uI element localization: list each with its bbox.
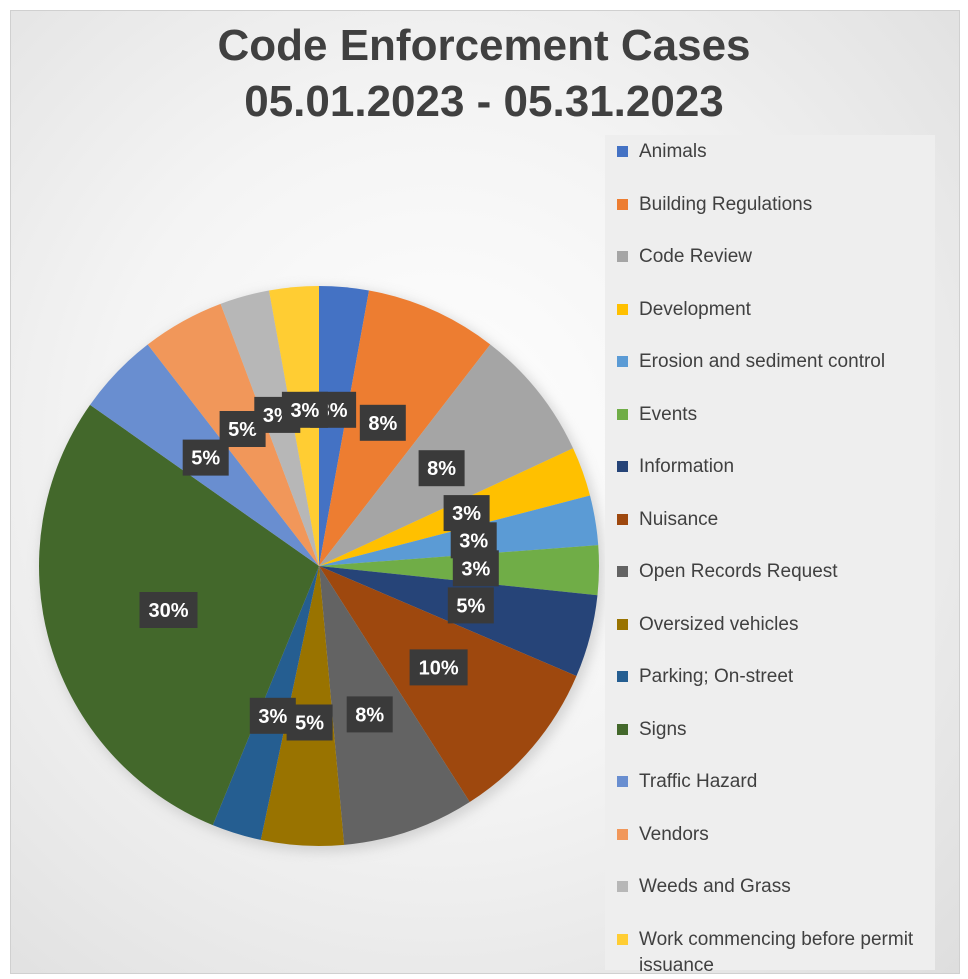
data-label-box bbox=[346, 696, 393, 733]
legend-label: Code Review bbox=[639, 246, 752, 267]
legend-label: Nuisance bbox=[639, 508, 719, 530]
data-label-box bbox=[409, 649, 468, 686]
data-label: 3% bbox=[249, 697, 296, 734]
data-label: 8% bbox=[359, 404, 406, 441]
data-label: 30% bbox=[139, 592, 198, 628]
pie-slice-open-records-request bbox=[319, 566, 470, 845]
legend-label: Work commencing before permit issuance bbox=[639, 928, 914, 976]
legend-swatch bbox=[617, 723, 628, 735]
data-label-text: 8% bbox=[427, 458, 456, 480]
legend-swatch bbox=[617, 356, 628, 367]
data-label: 3% bbox=[281, 391, 328, 428]
legend-swatch bbox=[617, 146, 628, 157]
data-label-text: 3% bbox=[461, 558, 490, 580]
data-label: 8% bbox=[346, 696, 393, 733]
legend-swatch bbox=[617, 828, 628, 840]
data-label-box bbox=[447, 587, 494, 624]
data-label: 10% bbox=[409, 649, 468, 686]
legend-swatch bbox=[617, 461, 628, 472]
data-label-text: 3% bbox=[459, 530, 488, 552]
pie-slices bbox=[39, 286, 600, 846]
legend-swatch bbox=[617, 251, 628, 262]
data-label-text: 3% bbox=[452, 503, 481, 525]
data-label-text: 30% bbox=[148, 600, 188, 622]
legend-swatch bbox=[617, 408, 628, 420]
data-label-box bbox=[139, 592, 198, 628]
data-label-box bbox=[418, 450, 465, 487]
legend-label: Events bbox=[639, 403, 698, 425]
legend-label: Animals bbox=[639, 141, 707, 162]
legend-label: Development bbox=[639, 298, 751, 320]
data-label-text: 10% bbox=[419, 657, 459, 679]
legend-label: Parking; On-street bbox=[639, 666, 794, 687]
data-label-text: 8% bbox=[355, 704, 384, 726]
data-label: 3% bbox=[452, 550, 499, 587]
data-label-text: 5% bbox=[191, 448, 220, 470]
legend: Animals Building Regulations Code Review De… bbox=[605, 135, 935, 976]
data-labels: 3%8%8%3%3%3%5%10%8%5%3%30%5%5%3%3% bbox=[139, 391, 499, 741]
data-label-box bbox=[452, 550, 499, 587]
data-label-text: 5% bbox=[456, 595, 485, 617]
data-label-text: 5% bbox=[228, 419, 257, 441]
chart-title: Code Enforcement Cases 05.01.2023 - 05.3… bbox=[0, 18, 968, 130]
legend-swatch bbox=[617, 303, 628, 315]
legend-label: Open Records Request bbox=[639, 561, 838, 582]
legend-label: Traffic Hazard bbox=[639, 771, 758, 792]
legend-swatch bbox=[617, 513, 628, 525]
data-label: 5% bbox=[447, 587, 494, 624]
data-label-text: 5% bbox=[295, 713, 324, 735]
data-label-text: 8% bbox=[368, 413, 397, 435]
data-label-box bbox=[359, 404, 406, 441]
legend-swatch bbox=[617, 776, 628, 787]
legend-swatch bbox=[617, 933, 628, 945]
legend-label: Building Regulations bbox=[639, 193, 813, 215]
chart-title-line-2: 05.01.2023 - 05.31.2023 bbox=[244, 77, 724, 126]
legend-label: Weeds and Grass bbox=[639, 876, 791, 897]
legend-label: Oversized vehicles bbox=[639, 613, 799, 635]
legend-swatch bbox=[617, 671, 628, 682]
legend-swatch bbox=[617, 881, 628, 892]
legend-label: Vendors bbox=[639, 823, 709, 845]
legend-swatch bbox=[617, 618, 628, 630]
legend-swatch bbox=[617, 198, 628, 210]
legend-label: Signs bbox=[639, 718, 687, 740]
data-label-box bbox=[281, 391, 328, 428]
data-label-text: 3% bbox=[258, 706, 287, 728]
legend-label: Erosion and sediment control bbox=[639, 351, 886, 372]
data-label-box bbox=[249, 697, 296, 734]
legend-swatch bbox=[617, 566, 628, 577]
data-label-text: 3% bbox=[290, 400, 319, 422]
chart-title-line-1: Code Enforcement Cases bbox=[217, 21, 751, 70]
data-label: 8% bbox=[418, 450, 465, 487]
legend-label: Information bbox=[639, 456, 735, 477]
